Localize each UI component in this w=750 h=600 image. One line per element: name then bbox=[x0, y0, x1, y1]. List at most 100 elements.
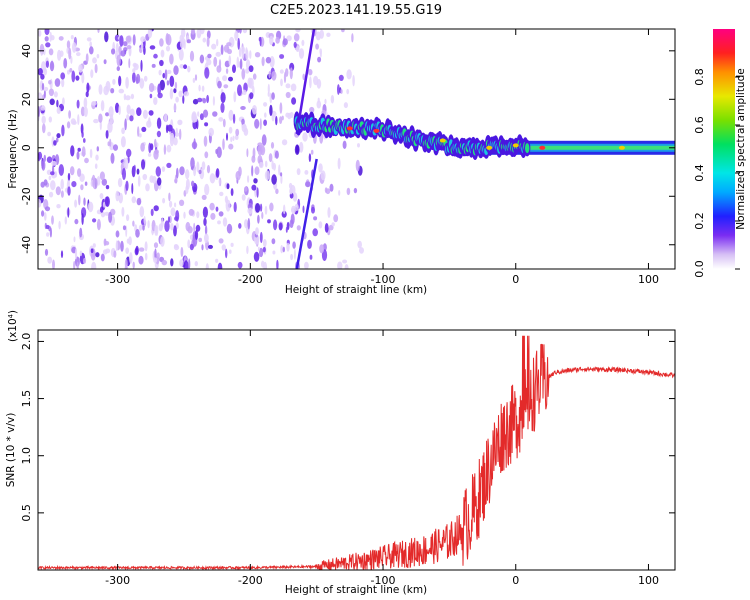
noise-blob bbox=[206, 30, 211, 39]
noise-blob bbox=[271, 114, 275, 122]
noise-blob bbox=[202, 98, 207, 104]
noise-blob bbox=[206, 59, 212, 66]
noise-blob bbox=[337, 261, 343, 269]
noise-blob bbox=[153, 205, 159, 212]
noise-blob bbox=[192, 98, 199, 105]
noise-blob bbox=[246, 245, 249, 255]
noise-blob bbox=[133, 164, 136, 174]
noise-blob bbox=[341, 29, 345, 33]
noise-blob bbox=[70, 118, 76, 125]
noise-blob bbox=[162, 197, 166, 204]
noise-blob bbox=[175, 210, 180, 222]
noise-blob bbox=[109, 138, 112, 147]
noise-blob bbox=[43, 154, 46, 162]
y-tick-label: -40 bbox=[20, 236, 33, 254]
x-tick-label: -300 bbox=[105, 574, 130, 587]
noise-blob bbox=[49, 31, 52, 42]
noise-blob bbox=[228, 109, 234, 121]
noise-blob bbox=[102, 201, 106, 208]
noise-blob bbox=[156, 252, 160, 259]
noise-blob bbox=[259, 118, 262, 130]
noise-blob bbox=[281, 139, 288, 146]
noise-blob bbox=[119, 35, 124, 47]
noise-blob bbox=[252, 73, 257, 80]
noise-blob bbox=[131, 183, 134, 195]
noise-blob bbox=[77, 114, 80, 126]
noise-blob bbox=[138, 255, 144, 265]
noise-blob bbox=[151, 63, 156, 68]
noise-blob bbox=[263, 102, 268, 107]
noise-blob bbox=[225, 248, 228, 259]
noise-blob bbox=[295, 29, 301, 33]
noise-blob bbox=[166, 80, 170, 86]
signal-hotspot bbox=[486, 145, 493, 150]
noise-blob bbox=[248, 65, 254, 73]
noise-blob bbox=[173, 137, 178, 146]
noise-blob bbox=[197, 111, 200, 117]
noise-blob bbox=[228, 143, 234, 150]
noise-blob bbox=[275, 188, 279, 195]
noise-blob bbox=[123, 41, 128, 47]
noise-blob bbox=[187, 226, 193, 234]
noise-blob bbox=[44, 36, 49, 42]
noise-blob bbox=[219, 191, 224, 197]
noise-blob bbox=[95, 154, 99, 161]
noise-blob bbox=[333, 214, 339, 223]
x-tick-label: 100 bbox=[638, 273, 659, 286]
noise-blob bbox=[76, 151, 80, 160]
noise-blob bbox=[157, 177, 162, 186]
noise-blob bbox=[296, 225, 301, 231]
noise-blob bbox=[245, 68, 250, 74]
x-tick-label: -200 bbox=[238, 574, 263, 587]
noise-blob bbox=[193, 138, 196, 150]
noise-blob bbox=[228, 76, 233, 82]
noise-blob bbox=[61, 124, 65, 137]
noise-blob bbox=[273, 219, 278, 231]
noise-blob bbox=[86, 37, 92, 42]
noise-blob bbox=[251, 184, 257, 191]
noise-blob bbox=[83, 106, 88, 118]
noise-blob bbox=[223, 44, 230, 53]
noise-blob bbox=[63, 58, 68, 69]
noise-blob bbox=[218, 177, 221, 186]
noise-blob bbox=[318, 221, 323, 229]
noise-blob bbox=[204, 67, 210, 79]
noise-blob bbox=[181, 29, 186, 39]
noise-blob bbox=[41, 82, 45, 91]
noise-blob bbox=[48, 80, 52, 85]
noise-blob bbox=[272, 162, 276, 171]
noise-blob bbox=[104, 241, 110, 246]
noise-blob bbox=[79, 173, 85, 182]
noise-blob bbox=[64, 216, 68, 225]
noise-blob bbox=[136, 107, 142, 116]
noise-blob bbox=[49, 98, 55, 106]
noise-blob bbox=[173, 65, 179, 76]
noise-blob bbox=[92, 218, 97, 223]
noise-blob bbox=[357, 240, 363, 249]
noise-blob bbox=[251, 165, 254, 177]
noise-blob bbox=[163, 144, 167, 155]
noise-field bbox=[38, 29, 364, 269]
noise-blob bbox=[226, 223, 233, 234]
colorbar-gradient bbox=[713, 29, 735, 269]
noise-blob bbox=[154, 248, 157, 260]
spectrogram-frame bbox=[37, 28, 676, 270]
noise-blob bbox=[187, 239, 191, 248]
noise-blob bbox=[49, 227, 53, 238]
noise-blob bbox=[52, 259, 55, 269]
noise-blob bbox=[104, 31, 109, 43]
signal-hotspot bbox=[539, 145, 546, 150]
noise-blob bbox=[153, 257, 158, 264]
noise-blob bbox=[116, 66, 121, 72]
noise-blob bbox=[129, 115, 134, 122]
noise-blob bbox=[81, 146, 86, 158]
noise-blob bbox=[215, 51, 222, 57]
snr-line bbox=[38, 335, 675, 570]
noise-blob bbox=[197, 33, 201, 39]
noise-blob bbox=[174, 81, 178, 90]
top-y-axis-label: Frequency (Hz) bbox=[7, 109, 19, 188]
noise-blob bbox=[252, 105, 257, 115]
bottom-x-axis-label: Height of straight line (km) bbox=[285, 584, 427, 596]
noise-blob bbox=[140, 42, 144, 51]
noise-blob bbox=[148, 82, 155, 93]
